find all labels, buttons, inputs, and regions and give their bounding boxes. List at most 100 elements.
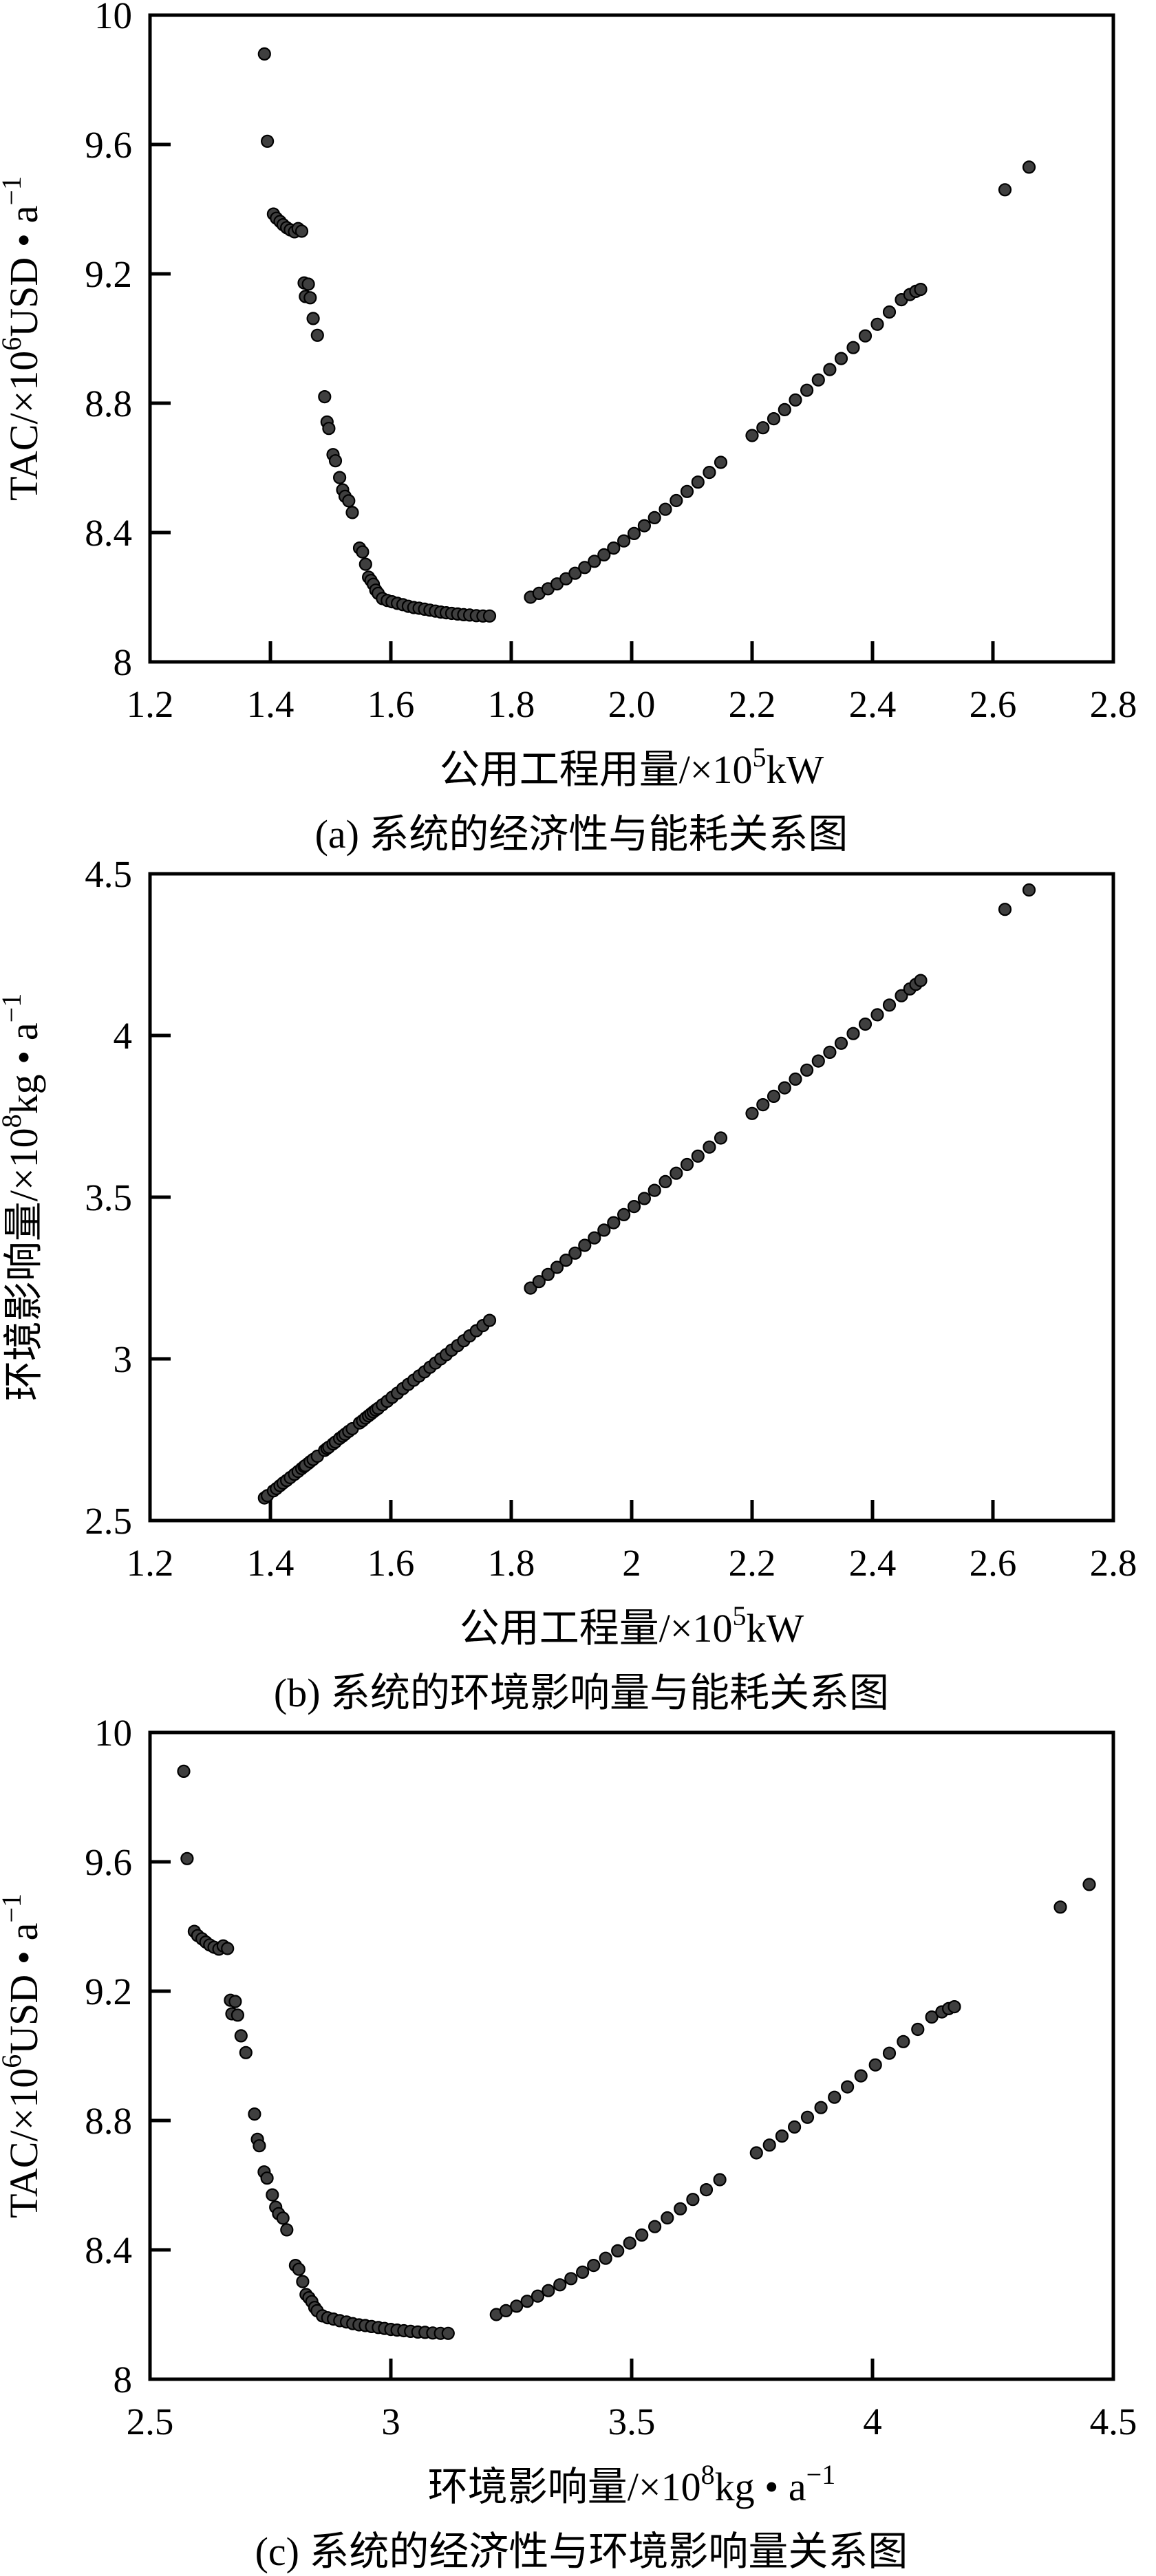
plot-area-c: 2.5 3 3.5 4 4.5 8 8.4 8.8 9.2 9.6 10 环境影响量/×108kg •…: [0, 1717, 1137, 2509]
data-point: [617, 534, 631, 548]
data-point: [266, 2188, 279, 2202]
y-tick-label: 10: [94, 0, 132, 36]
data-point: [292, 2262, 306, 2276]
y-tick-label: 9.2: [85, 253, 132, 295]
data-point: [778, 402, 791, 417]
data-point: [948, 2000, 961, 2014]
x-tick-label: 2.0: [608, 683, 656, 725]
caption-a: (a) 系统的经济性与能耗关系图: [315, 812, 848, 857]
data-point: [661, 2211, 674, 2225]
data-point: [532, 1275, 546, 1289]
data-point: [670, 493, 683, 508]
data-point: [870, 317, 884, 331]
data-point: [296, 2275, 310, 2288]
y-axis-title: 环境影响量/×108kg • a−1: [0, 994, 46, 1401]
data-point: [756, 421, 770, 435]
data-point: [345, 506, 359, 519]
x-axis-title: 公用工程量/×105kW: [460, 1600, 804, 1651]
data-point: [699, 2182, 714, 2197]
plot-frame: [148, 13, 1115, 664]
x-tick-label: 1.6: [367, 1542, 415, 1584]
data-point: [834, 352, 848, 365]
data-point: [858, 1017, 873, 1031]
data-point: [607, 541, 621, 555]
y-tick-label: 8: [114, 2359, 133, 2401]
data-point: [895, 989, 908, 1002]
data-point: [541, 1267, 555, 1281]
data-point: [627, 1200, 641, 1214]
data-point: [674, 2202, 687, 2215]
data-point: [745, 429, 759, 442]
data-point: [749, 2146, 763, 2160]
x-tick-label: 1.8: [488, 683, 535, 725]
data-point: [328, 454, 343, 468]
x-tick-label: 1.2: [127, 1542, 174, 1584]
data-point: [550, 1260, 564, 1274]
x-tick-label: 2.4: [849, 683, 897, 725]
x-tick-label: 3: [381, 2401, 400, 2443]
data-point: [301, 277, 315, 291]
data-point: [564, 2272, 578, 2286]
data-point: [670, 1166, 683, 1180]
data-point: [767, 411, 781, 426]
data-point: [635, 2228, 649, 2242]
data-point: [868, 2058, 882, 2072]
data-point: [177, 1764, 191, 1779]
data-point: [587, 2258, 601, 2273]
data-point: [800, 383, 814, 397]
data-point: [800, 1063, 814, 1077]
data-point: [998, 183, 1012, 197]
chart-panel-a: 1.2 1.4 1.6 1.8 2.0 2.2 2.4 2.6 2.8 8 8.4 8.8 9.2 9.6…: [0, 0, 1156, 859]
data-point: [588, 555, 601, 568]
data-point: [510, 2299, 524, 2313]
data-point: [686, 2193, 700, 2207]
data-point: [882, 305, 897, 319]
y-axis-title: TAC/×106USD • a−1: [0, 1893, 46, 2218]
data-point: [276, 2211, 290, 2225]
x-tick-label: 2.5: [127, 2401, 174, 2443]
data-point: [998, 903, 1012, 916]
x-tick-label: 1.8: [488, 1542, 535, 1584]
data-point: [1053, 1900, 1067, 1914]
data-point: [787, 2120, 802, 2134]
data-point: [691, 1149, 705, 1163]
data-point: [261, 134, 275, 148]
data-point: [1022, 883, 1036, 897]
data-point: [607, 1216, 621, 1230]
data-point: [823, 363, 837, 376]
data-point: [239, 2046, 253, 2059]
x-tick-label: 1.2: [127, 683, 174, 725]
data-point: [575, 2265, 590, 2279]
data-point: [703, 465, 716, 480]
data-point: [248, 2107, 261, 2121]
data-point: [823, 1045, 837, 1059]
data-point: [691, 475, 705, 489]
data-point: [520, 2295, 534, 2308]
y-tick-label: 8.8: [85, 2100, 132, 2142]
data-point: [221, 1942, 235, 1955]
data-point: [846, 1027, 860, 1040]
data-point: [617, 1208, 631, 1222]
data-point: [228, 1995, 242, 2008]
data-point: [647, 1183, 661, 1197]
x-tick-label: 1.4: [247, 1542, 295, 1584]
x-tick-label: 1.6: [367, 683, 415, 725]
data-point: [318, 389, 332, 404]
data-point: [542, 2284, 555, 2297]
data-point: [659, 1174, 672, 1188]
data-point: [647, 511, 661, 525]
data-point: [714, 455, 728, 469]
y-tick-label: 2.5: [85, 1500, 132, 1542]
data-point: [870, 1008, 884, 1022]
data-point: [342, 494, 356, 508]
data-point: [260, 2171, 274, 2185]
caption-c: (c) 系统的经济性与环境影响量关系图: [255, 2529, 908, 2574]
y-tick-label: 3: [114, 1338, 133, 1380]
data-point: [914, 974, 928, 987]
data-point: [713, 2173, 727, 2187]
data-point: [623, 2236, 636, 2250]
data-point: [559, 1253, 573, 1267]
plot-frame: [148, 1730, 1115, 2381]
x-tick-label: 4.5: [1090, 2401, 1137, 2443]
data-point: [295, 224, 309, 238]
